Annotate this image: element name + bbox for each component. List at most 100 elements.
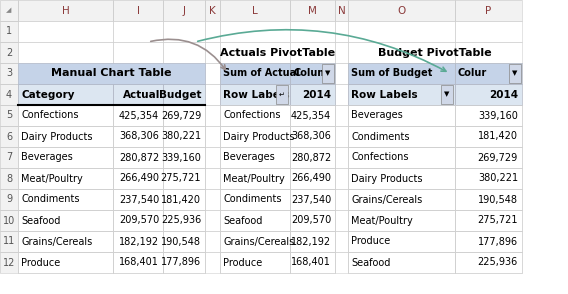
Bar (220, 210, 290, 231)
Bar (163, 21, 205, 42)
Bar (348, 231, 455, 252)
Bar (18, 126, 113, 147)
Bar (163, 252, 205, 273)
Bar (455, 105, 522, 126)
Bar (290, 252, 335, 273)
Bar (18, 147, 113, 168)
Text: 2: 2 (6, 48, 12, 58)
Bar (205, 126, 220, 147)
Text: ▼: ▼ (325, 71, 331, 76)
Bar (18, 0, 113, 21)
Bar (0, 147, 18, 168)
Bar (220, 126, 290, 147)
Text: ↵: ↵ (279, 91, 285, 98)
Bar (455, 210, 522, 231)
Bar (163, 105, 205, 126)
Text: 425,354: 425,354 (291, 111, 331, 121)
Bar (0, 84, 18, 105)
Bar (18, 189, 113, 210)
Bar (290, 210, 335, 231)
Text: 380,221: 380,221 (161, 131, 201, 141)
Text: Sum of Actual: Sum of Actual (223, 69, 300, 78)
Bar (0, 252, 18, 273)
Bar (113, 105, 163, 126)
Bar (18, 168, 113, 189)
Bar (335, 210, 348, 231)
Bar (348, 189, 455, 210)
Bar (205, 168, 220, 189)
Text: Row Labels: Row Labels (223, 89, 290, 99)
Bar (348, 126, 455, 147)
Bar (455, 168, 522, 189)
Text: Meat/Poultry: Meat/Poultry (351, 216, 413, 225)
Bar (220, 84, 290, 105)
Bar (113, 252, 163, 273)
Bar (18, 189, 113, 210)
Bar (348, 252, 455, 273)
Text: 339,160: 339,160 (161, 153, 201, 163)
Bar (113, 126, 163, 147)
Bar (220, 252, 290, 273)
Bar (163, 231, 205, 252)
Bar (0, 210, 18, 231)
Bar (290, 231, 335, 252)
Text: Condiments: Condiments (351, 131, 410, 141)
Bar (0, 189, 18, 210)
Bar (163, 84, 205, 105)
Bar (113, 84, 163, 105)
Bar (220, 0, 290, 21)
Bar (348, 105, 455, 126)
Bar (18, 0, 113, 21)
Bar (335, 21, 348, 42)
Bar (18, 147, 113, 168)
Bar (113, 126, 163, 147)
Text: 182,192: 182,192 (119, 236, 159, 246)
Bar (290, 210, 335, 231)
Bar (290, 63, 335, 84)
Text: M: M (308, 6, 317, 16)
Text: ◢: ◢ (6, 8, 12, 14)
Bar (205, 231, 220, 252)
Bar (0, 42, 18, 63)
Text: 425,354: 425,354 (119, 111, 159, 121)
Text: Grains/Cereals: Grains/Cereals (351, 195, 422, 205)
Bar (113, 147, 163, 168)
Bar (163, 210, 205, 231)
Bar (18, 126, 113, 147)
Bar (348, 147, 455, 168)
Bar (163, 252, 205, 273)
Bar (18, 252, 113, 273)
Text: 181,420: 181,420 (478, 131, 518, 141)
Bar (113, 189, 163, 210)
Bar (455, 63, 522, 84)
Text: J: J (182, 6, 186, 16)
Bar (113, 168, 163, 189)
Bar (220, 84, 290, 105)
Bar (455, 231, 522, 252)
Bar (348, 126, 455, 147)
Bar (335, 168, 348, 189)
Bar (220, 231, 290, 252)
Bar (220, 189, 290, 210)
Text: 209,570: 209,570 (119, 216, 159, 225)
Text: 3: 3 (6, 69, 12, 78)
Bar (290, 147, 335, 168)
Text: 7: 7 (6, 153, 12, 163)
Bar (163, 252, 205, 273)
Bar (335, 63, 348, 84)
Bar (348, 252, 455, 273)
Bar (220, 84, 290, 105)
Bar (113, 210, 163, 231)
Bar (18, 105, 113, 126)
Bar (163, 189, 205, 210)
Bar (290, 21, 335, 42)
Bar (220, 168, 290, 189)
Bar (335, 105, 348, 126)
Bar (205, 0, 220, 21)
Bar (163, 210, 205, 231)
Text: Beverages: Beverages (223, 153, 275, 163)
Bar (276, 85, 288, 104)
Text: Condiments: Condiments (21, 195, 80, 205)
Bar (163, 105, 205, 126)
FancyArrowPatch shape (151, 39, 225, 70)
